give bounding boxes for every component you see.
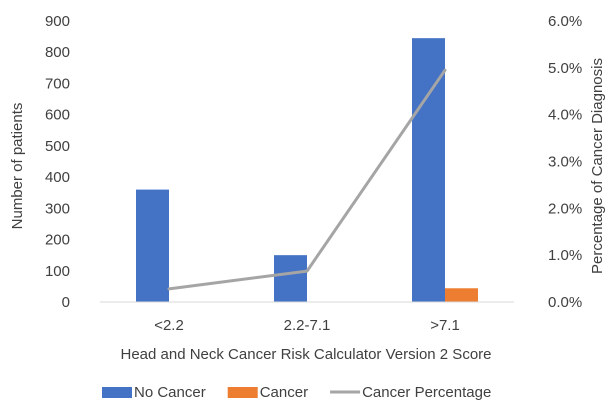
y2-tick-label: 1.0% [548, 247, 582, 264]
y-axis-title: Number of patients [9, 103, 26, 230]
legend: No Cancer Cancer Cancer Percentage [102, 384, 491, 401]
line-layer [167, 68, 447, 291]
y-tick-label: 800 [45, 44, 70, 61]
right-axis-ticks: 0.0% 1.0% 2.0% 3.0% 4.0% 5.0% 6.0% [548, 13, 582, 311]
y-tick-label: 900 [45, 13, 70, 30]
y-tick-label: 0 [62, 294, 70, 311]
legend-swatch-cancer [227, 387, 258, 398]
legend-label-cancer-percentage: Cancer Percentage [362, 384, 491, 401]
legend-label-cancer: Cancer [260, 384, 308, 401]
x-axis-ticks: <2.2 2.2-7.1 >7.1 [154, 317, 460, 334]
y2-tick-label: 3.0% [548, 154, 582, 171]
left-axis-ticks: 0 100 200 300 400 500 600 700 800 900 [45, 13, 70, 311]
x-axis-title: Head and Neck Cancer Risk Calculator Ver… [120, 346, 491, 363]
line-cancer-percentage [167, 68, 447, 291]
y-tick-label: 300 [45, 200, 70, 217]
y2-tick-label: 0.0% [548, 294, 582, 311]
bar-no-cancer [274, 255, 307, 302]
y2-tick-label: 5.0% [548, 60, 582, 77]
bars-layer [136, 38, 478, 303]
y-tick-label: 100 [45, 263, 70, 280]
y2-tick-label: 4.0% [548, 107, 582, 124]
legend-label-no-cancer: No Cancer [134, 384, 206, 401]
y-tick-label: 400 [45, 169, 70, 186]
legend-swatch-no-cancer [102, 387, 132, 398]
y-tick-label: 600 [45, 107, 70, 124]
y-tick-label: 500 [45, 138, 70, 155]
y2-tick-label: 6.0% [548, 13, 582, 30]
bar-no-cancer [136, 189, 169, 302]
bar-no-cancer [412, 38, 445, 303]
x-tick-label: 2.2-7.1 [284, 317, 331, 334]
bar-cancer [445, 288, 478, 302]
y2-tick-label: 2.0% [548, 200, 582, 217]
y2-axis-title: Percentage of Cancer Diagnosis [589, 58, 606, 274]
y-tick-label: 700 [45, 75, 70, 92]
y-tick-label: 200 [45, 232, 70, 249]
x-tick-label: <2.2 [154, 317, 184, 334]
x-tick-label: >7.1 [430, 317, 460, 334]
